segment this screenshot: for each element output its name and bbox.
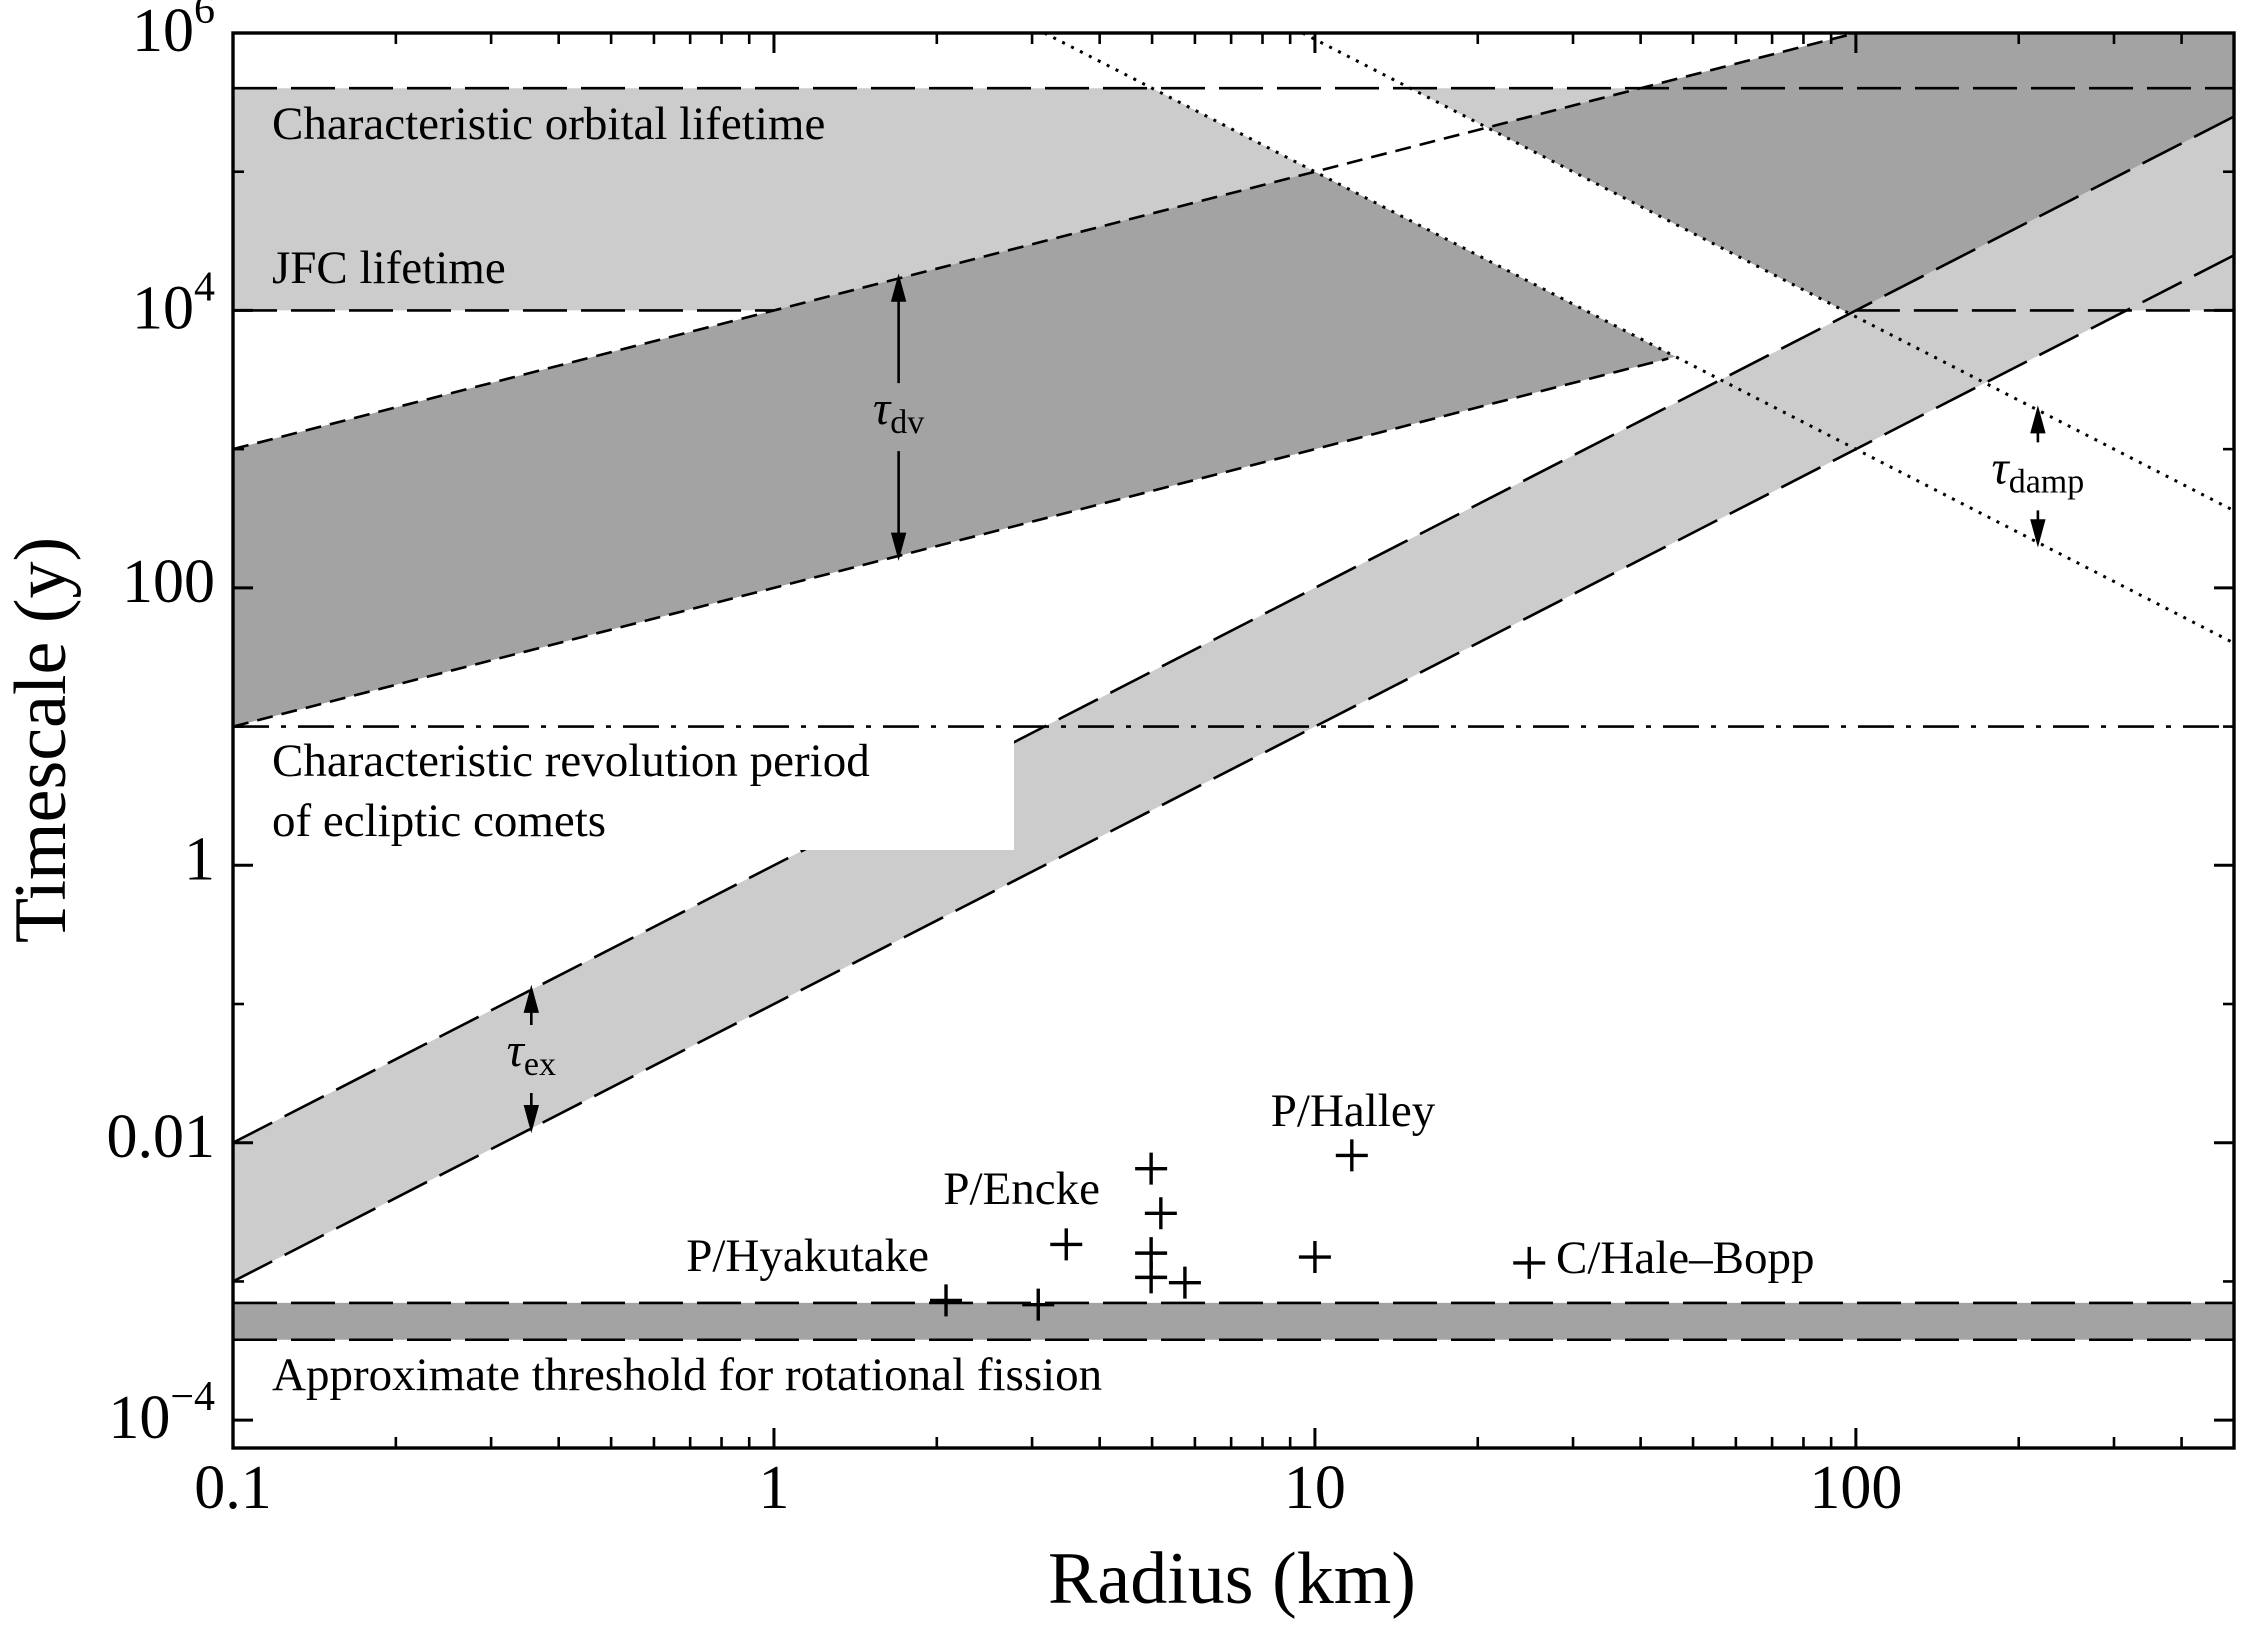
y-axis-title: Timescale (y) <box>0 537 82 943</box>
y-tick-label: 104 <box>132 264 215 343</box>
boundary-line <box>233 254 2234 1283</box>
comet-marker <box>930 1284 963 1317</box>
arrow-symbol: τ <box>1992 441 2011 494</box>
arrow-subscript: dv <box>890 404 924 441</box>
boundary-line <box>233 115 2234 1144</box>
comet-marker <box>1144 1197 1177 1230</box>
comet-label: C/Hale–Bopp <box>1556 1232 1814 1284</box>
region-label: Characteristic revolution period <box>272 735 870 787</box>
band <box>233 116 2234 1282</box>
arrow-symbol: τ <box>507 1024 526 1077</box>
comet-label: P/Hyakutake <box>686 1230 929 1282</box>
y-tick-exponent: 6 <box>194 0 215 33</box>
band <box>1044 33 2234 644</box>
arrow-label: τdv <box>873 382 924 441</box>
y-tick-label: 106 <box>132 0 215 65</box>
y-tick-exponent: 4 <box>194 264 215 310</box>
arrow-label: τdamp <box>1992 441 2085 500</box>
comet-label: P/Halley <box>1271 1085 1436 1137</box>
comet-marker <box>1050 1228 1083 1261</box>
arrow-symbol: τ <box>873 382 892 435</box>
region-label: JFC lifetime <box>272 242 506 294</box>
band <box>233 1302 2234 1340</box>
y-tick-label: 10−4 <box>108 1374 215 1453</box>
comet-label: P/Encke <box>943 1163 1100 1215</box>
y-tick-exponent: −4 <box>170 1374 215 1420</box>
x-tick-label: 0.1 <box>194 1454 272 1522</box>
comet-marker <box>1135 1152 1168 1185</box>
boundary-line <box>1301 33 2234 513</box>
x-tick-label: 1 <box>758 1454 789 1522</box>
comet-marker <box>1298 1241 1331 1274</box>
y-tick-base: 10 <box>108 1384 170 1452</box>
label-box <box>262 736 1014 850</box>
arrow-subscript: ex <box>524 1046 556 1083</box>
arrow <box>2030 405 2046 548</box>
x-axis-title: Radius (km) <box>1048 1538 1416 1620</box>
x-tick-label: 100 <box>1809 1454 1902 1522</box>
x-tick-label: 10 <box>1284 1454 1346 1522</box>
comet-marker <box>1335 1139 1368 1172</box>
comet-marker <box>1513 1246 1546 1279</box>
arrow <box>523 984 540 1134</box>
band <box>233 33 2234 727</box>
y-tick-label: 100 <box>122 548 215 616</box>
region-label: Approximate threshold for rotational fis… <box>272 1349 1102 1401</box>
arrow <box>890 273 907 561</box>
region-label: Characteristic orbital lifetime <box>272 98 825 150</box>
comet-marker <box>1168 1266 1201 1299</box>
comet-marker <box>1022 1288 1055 1321</box>
boundary-line <box>233 33 1857 451</box>
arrow-subscript: damp <box>2009 463 2085 500</box>
plot-frame <box>231 31 2236 1450</box>
boundary-line <box>233 357 1669 728</box>
bands <box>233 33 2234 1340</box>
comet-marker <box>1135 1261 1168 1294</box>
arrow-label: τex <box>507 1024 556 1083</box>
y-tick-label: 0.01 <box>107 1103 216 1171</box>
y-tick-base: 10 <box>132 0 194 65</box>
y-tick-base: 10 <box>132 275 194 343</box>
lines <box>233 33 2234 1342</box>
y-tick-label: 1 <box>184 826 215 894</box>
boundary-line <box>1043 33 2234 645</box>
region-label: of ecliptic comets <box>272 795 606 847</box>
